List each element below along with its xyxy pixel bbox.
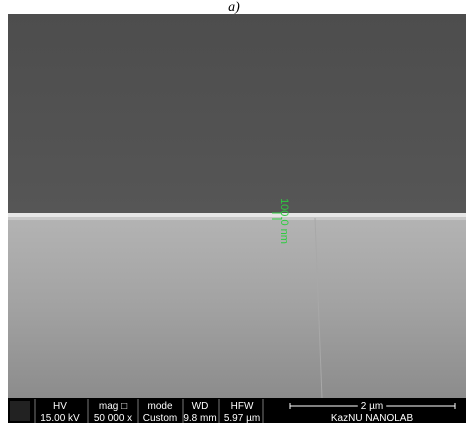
info-header: mag □ <box>99 401 127 412</box>
sem-image-panel: a) 100.0 nm HV15.00 kV mag □50 000 x modeC… <box>0 0 469 423</box>
film-layer <box>8 213 466 217</box>
info-value: 9.8 mm <box>183 413 216 423</box>
info-header: mode <box>147 401 172 412</box>
info-value: 15.00 kV <box>40 413 80 423</box>
caption: a) <box>228 0 240 15</box>
scale-bar-label: 2 µm <box>361 401 383 412</box>
info-header: WD <box>192 401 209 412</box>
thickness-label: 100.0 nm <box>278 198 290 244</box>
film-edge <box>8 217 466 220</box>
upper-region <box>8 14 466 215</box>
lab-name: KazNU NANOLAB <box>331 413 414 423</box>
logo <box>10 401 30 421</box>
info-value: Custom <box>143 413 177 423</box>
info-value: 5.97 µm <box>224 413 260 423</box>
info-value: 50 000 x <box>94 413 132 423</box>
figure: a) 100.0 nm HV15.00 kV mag □50 000 x modeC… <box>0 0 469 423</box>
info-header: HV <box>53 401 67 412</box>
substrate-region <box>8 215 466 398</box>
info-header: HFW <box>231 401 254 412</box>
